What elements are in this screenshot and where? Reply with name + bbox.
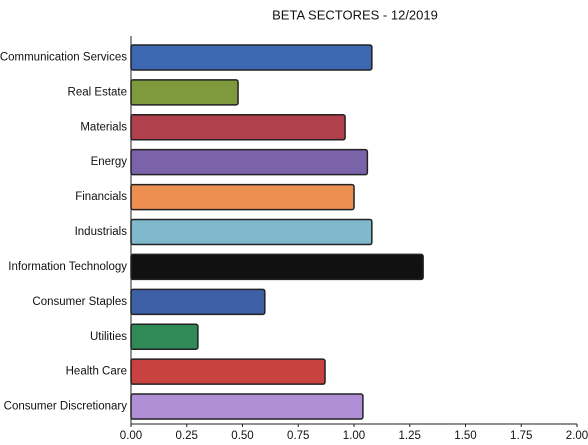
x-tick-label: 0.50 [231,430,253,442]
bar [130,44,373,71]
x-tick-label: 2.00 [566,430,588,442]
y-tick-label: Health Care [66,366,127,378]
x-tick-label: 0.75 [287,430,309,442]
y-tick-label: Information Technology [8,261,127,273]
bar [130,393,364,420]
y-tick-label: Communication Services [0,51,127,63]
y-tick-label: Energy [91,156,128,168]
x-tick-label: 1.25 [399,430,421,442]
bar [130,183,355,211]
bar [130,114,346,141]
chart-title: BETA SECTORES - 12/2019 [272,7,438,22]
x-tick-label: 1.50 [454,430,476,442]
y-tick-label: Materials [80,121,127,133]
x-tick-label: 1.75 [510,430,532,442]
bar [130,79,239,106]
y-tick-label: Consumer Staples [32,296,127,308]
bar [130,253,424,281]
y-tick-label: Consumer Discretionary [4,401,128,413]
x-tick-label: 0.00 [120,430,142,442]
x-tick-label: 1.00 [343,430,365,442]
y-tick-label: Financials [75,191,127,203]
x-tick-label: 0.25 [176,430,198,442]
bar [130,218,373,246]
y-tick-label: Industrials [75,226,128,238]
y-tick-label: Real Estate [68,86,127,98]
bar [130,148,369,176]
bar [130,323,199,350]
y-tick-label: Utilities [90,331,127,343]
bar [130,288,266,316]
bar [130,358,326,385]
